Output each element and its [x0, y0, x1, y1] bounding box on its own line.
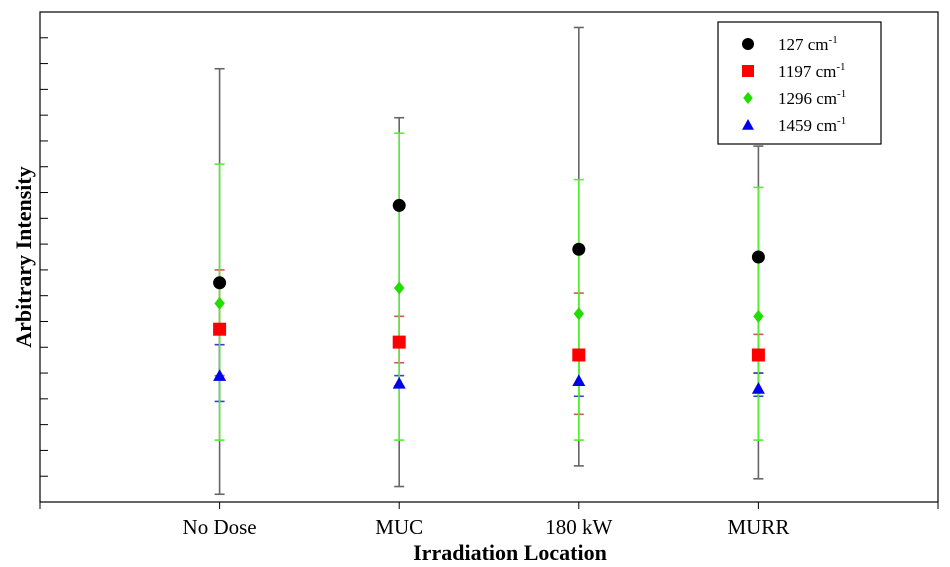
y-axis-title: Arbitrary Intensity	[11, 166, 36, 347]
legend-label: 1197 cm-1	[778, 61, 846, 81]
error-bars	[215, 27, 764, 494]
data-point-diamond	[753, 310, 763, 323]
data-point-square	[393, 336, 406, 349]
x-axis-title: Irradiation Location	[413, 540, 607, 565]
data-markers	[213, 199, 765, 394]
x-tick-label: No Dose	[183, 515, 257, 539]
data-point-circle	[213, 276, 226, 289]
data-point-square	[213, 323, 226, 336]
x-tick-label: MUC	[375, 515, 423, 539]
data-point-square	[572, 349, 585, 362]
x-axis-ticks	[40, 502, 938, 509]
data-point-circle	[393, 199, 406, 212]
legend-marker-square	[742, 65, 754, 77]
y-axis-ticks	[40, 12, 48, 502]
x-axis-tick-labels: No Dose MUC 180 kW MURR	[183, 515, 790, 539]
legend-label: 1296 cm-1	[778, 88, 846, 108]
data-point-diamond	[394, 281, 404, 294]
data-point-triangle	[752, 382, 765, 394]
data-point-circle	[752, 251, 765, 264]
data-point-triangle	[393, 377, 406, 389]
x-tick-label: 180 kW	[545, 515, 612, 539]
data-point-circle	[572, 243, 585, 256]
legend-marker-circle	[742, 38, 754, 50]
data-point-triangle	[572, 374, 585, 386]
data-point-square	[752, 349, 765, 362]
data-point-diamond	[214, 297, 224, 310]
x-tick-label: MURR	[727, 515, 789, 539]
data-point-diamond	[574, 307, 584, 320]
legend-label: 1459 cm-1	[778, 115, 846, 135]
